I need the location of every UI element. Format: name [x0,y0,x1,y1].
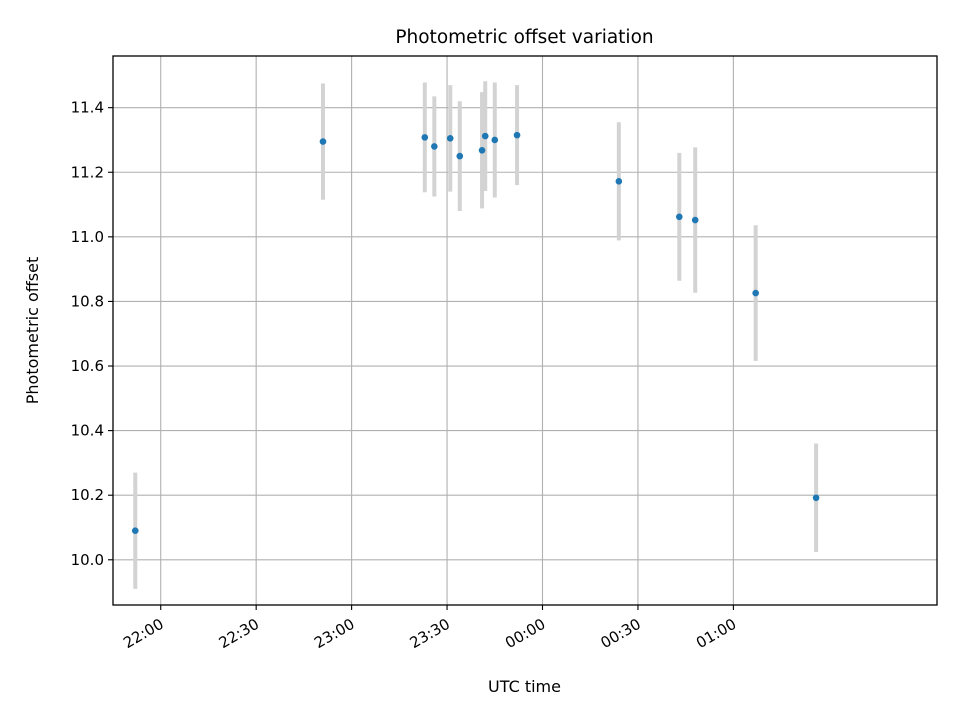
x-tick-label: 00:00 [502,615,548,652]
data-point [446,135,454,142]
chart-title: Photometric offset variation [395,27,653,48]
grid [113,56,937,605]
y-tick-label: 11.4 [71,99,104,117]
data-point [615,178,623,185]
data-point [431,143,438,150]
data-point [491,136,499,144]
y-tick-label: 10.6 [71,357,104,375]
y-tick-label: 10.8 [71,292,104,310]
data-point [456,152,464,160]
data-point [513,131,521,139]
data-point [481,132,489,140]
data-point [131,527,139,535]
data-point [676,213,683,221]
x-tick-label: 00:30 [598,615,644,652]
x-tick-label: 23:00 [311,615,357,652]
x-tick-label: 22:30 [216,615,262,652]
y-tick-label: 10.0 [71,551,104,569]
x-axis-ticks: 22:00 22:30 23:00 23:30 00:00 00:30 01:00 [120,605,739,652]
data-point [691,216,699,224]
data-point [812,494,820,502]
x-tick-label: 22:00 [120,615,166,652]
y-axis-ticks: 10.0 10.2 10.4 10.6 10.8 11.0 11.2 11.4 [71,99,113,569]
x-axis-label: UTC time [488,677,561,696]
y-tick-label: 10.4 [71,422,104,440]
data-point [319,138,327,145]
y-tick-label: 11.2 [71,163,104,181]
data-point [478,146,486,154]
y-tick-label: 10.2 [71,486,104,504]
data-point [752,289,759,297]
y-tick-label: 11.0 [71,228,104,246]
plot-frame [112,55,938,606]
data-points [131,131,820,535]
x-tick-label: 23:30 [407,615,453,652]
error-bars [133,81,819,589]
y-axis-label: Photometric offset [23,257,42,405]
data-point [421,134,429,141]
x-tick-label: 01:00 [693,615,739,652]
